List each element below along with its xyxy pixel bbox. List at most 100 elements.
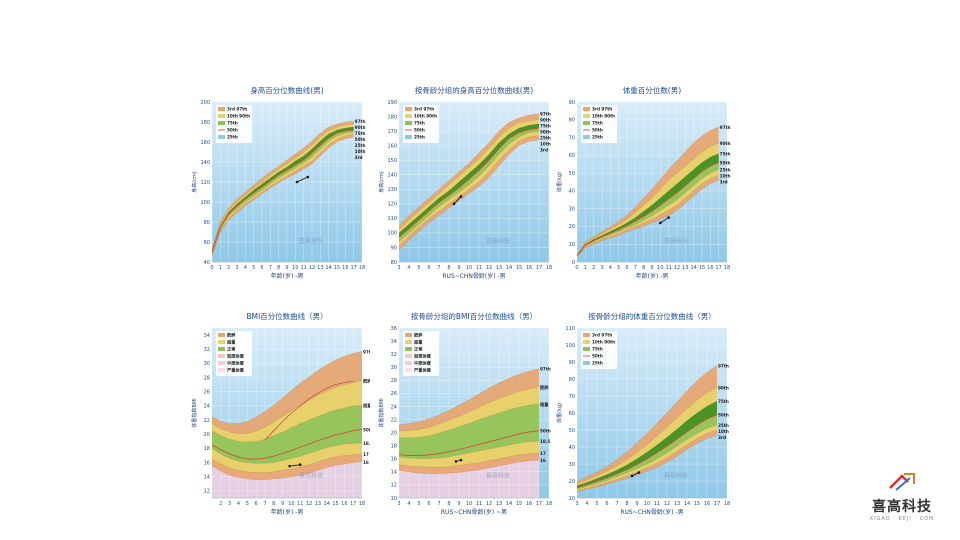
x-tick-label: 16 xyxy=(526,265,532,271)
x-tick-label: 10 xyxy=(657,265,663,271)
x-tick-label: 16 xyxy=(707,265,713,271)
legend-label: 50th xyxy=(592,354,603,359)
x-tick-label: 15 xyxy=(694,501,700,507)
x-tick-label: 14 xyxy=(690,265,696,271)
percentile-label: 16 xyxy=(540,458,546,463)
median-trend-line xyxy=(264,380,354,441)
brand-subtitle: XIGAO · KEJI · COM xyxy=(869,516,935,522)
x-tick-label: 11 xyxy=(654,501,660,507)
x-tick-label: 18 xyxy=(724,265,730,271)
y-tick-label: 50 xyxy=(569,428,575,434)
y-tick-label: 100 xyxy=(565,343,575,349)
y-tick-label: 24 xyxy=(391,404,397,410)
x-tick-label: 15 xyxy=(332,501,338,507)
x-tick-label: 15 xyxy=(516,501,522,507)
y-tick-label: 30 xyxy=(569,206,575,212)
x-tick-label: 3 xyxy=(600,265,603,271)
legend-swatch xyxy=(583,333,590,337)
legend-swatch xyxy=(405,107,412,111)
percentile-label: 超重 xyxy=(362,402,370,409)
weight-chart-panel: 体重百分位数(男) 97th 90th 75th 50th 25th 10th 3rd 3rd … xyxy=(553,82,735,290)
legend-swatch xyxy=(405,121,412,125)
y-tick-label: 140 xyxy=(387,173,397,179)
bmi-chart: BMI百分位数曲线（男）97th肥胖超重50th18.51716肥胖超重正常轻度… xyxy=(191,311,374,516)
percentile-label: 75th xyxy=(720,152,731,157)
y-tick-label: 170 xyxy=(387,129,397,135)
patient-point xyxy=(306,175,310,179)
patient-point xyxy=(637,471,641,474)
series-line-97th xyxy=(398,368,540,425)
y-tick-label: 60 xyxy=(204,240,210,246)
y-tick-label: 20 xyxy=(204,432,210,438)
y-axis-label: 体重(kg) xyxy=(556,403,563,423)
x-tick-label: 9 xyxy=(285,265,288,271)
legend-label: 3rd 97th xyxy=(414,107,434,112)
legend-label: 超重 xyxy=(226,339,236,346)
legend-label: 轻度体瘦 xyxy=(227,353,245,360)
y-tick-label: 20 xyxy=(569,224,575,230)
series-line-50th xyxy=(398,127,540,238)
y-tick-label: 80 xyxy=(391,260,397,266)
y-tick-label: 160 xyxy=(387,143,397,149)
percentile-label: 16 xyxy=(363,460,369,465)
x-tick-label: 8 xyxy=(642,265,645,271)
legend-label: 严重体瘦 xyxy=(227,367,245,374)
band-25-75 xyxy=(399,403,539,459)
patient-trend-line xyxy=(453,196,462,205)
percentile-label: 97th xyxy=(540,112,551,117)
x-tick-label: 7 xyxy=(269,265,272,271)
x-tick-label: 13 xyxy=(315,501,321,507)
bmi-chart-panel: BMI百分位数曲线（男）97th肥胖超重50th18.51716肥胖超重正常轻度… xyxy=(188,308,374,526)
legend-swatch xyxy=(218,107,225,111)
x-tick-label: 9 xyxy=(457,501,460,507)
percentile-label: 97th xyxy=(720,125,731,130)
patient-point xyxy=(288,464,291,468)
y-tick-label: 110 xyxy=(387,216,397,222)
band-3-97 xyxy=(577,365,717,493)
y-tick-label: 0 xyxy=(572,260,575,266)
x-tick-label: 4 xyxy=(585,501,588,507)
legend-swatch xyxy=(218,135,225,139)
legend-label: 25th xyxy=(227,135,238,140)
legend-label: 肥胖 xyxy=(227,332,236,339)
y-tick-label: 16 xyxy=(391,457,397,463)
bmi-bone-chart-panel: 按骨龄分组的BMI百分位数曲线（男） 97th 肥胖 超重 50th 18.5 17 16 肥胖… xyxy=(375,308,557,526)
x-tick-label: 7 xyxy=(634,265,637,271)
legend-swatch xyxy=(218,333,225,337)
percentile-label: 10th xyxy=(540,142,551,147)
bmi-bone-age-chart: 按骨龄分组的BMI百分位数曲线（男）97th肥胖超重50th18.51716肥胖… xyxy=(378,311,552,516)
series-line-25th xyxy=(398,130,540,242)
legend-swatch xyxy=(405,347,412,351)
y-tick-label: 20 xyxy=(569,479,575,485)
series-line-3rd xyxy=(576,180,719,257)
y-tick-label: 30 xyxy=(391,365,397,371)
x-tick-label: 4 xyxy=(237,501,240,507)
patient-point xyxy=(630,474,634,478)
y-tick-label: 180 xyxy=(387,114,397,120)
x-tick-label: 16 xyxy=(341,501,347,507)
percentile-label: 肥胖 xyxy=(363,377,370,384)
percentile-label: 10th xyxy=(718,429,729,434)
x-tick-label: 5 xyxy=(417,501,420,507)
series-line-10th xyxy=(576,429,718,492)
brand-logo: 喜高科技 XIGAO · KEJI · COM xyxy=(862,470,942,522)
legend-swatch xyxy=(583,340,590,344)
legend-swatch xyxy=(218,340,225,344)
y-tick-label: 22 xyxy=(391,417,397,423)
percentile-label: 50th xyxy=(540,429,551,434)
y-tick-label: 10 xyxy=(391,496,397,502)
watermark: 喜高科技 xyxy=(486,472,510,480)
legend-label: 50th xyxy=(414,128,425,133)
x-tick-label: 15 xyxy=(516,265,522,271)
patient-point xyxy=(295,180,299,184)
y-tick-label: 40 xyxy=(204,260,210,266)
band-10-90 xyxy=(212,124,354,254)
x-tick-label: 17 xyxy=(350,265,356,271)
y-tick-label: 10 xyxy=(569,242,575,248)
y-tick-label: 18 xyxy=(204,446,210,452)
x-tick-label: 5 xyxy=(246,501,249,507)
y-tick-label: 100 xyxy=(200,200,210,206)
patient-point xyxy=(459,195,463,198)
series-line-17 xyxy=(211,453,363,473)
height-bone-chart-panel: 按骨龄分组的身高百分位数曲线(男) 97th 90th 75th 50th 25th 10t… xyxy=(375,82,557,290)
